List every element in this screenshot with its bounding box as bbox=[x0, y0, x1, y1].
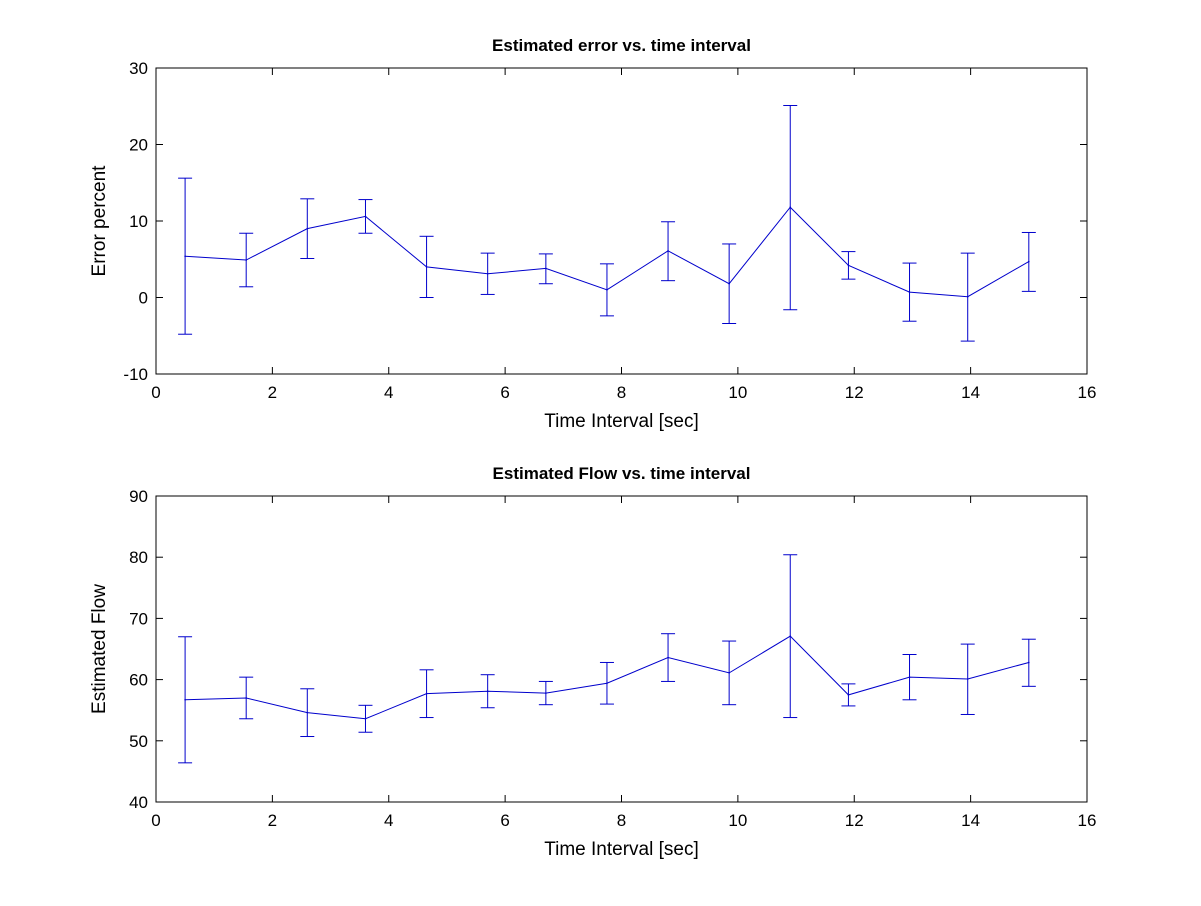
chart-2-title: Estimated Flow vs. time interval bbox=[493, 464, 751, 483]
chart-1-x-axis-label: Time Interval [sec] bbox=[544, 411, 699, 432]
chart-1-data-point bbox=[1028, 260, 1030, 263]
chart-2-x-tick-label: 14 bbox=[961, 811, 980, 830]
chart-2-series bbox=[178, 554, 1036, 764]
chart-1-data-point bbox=[667, 250, 669, 252]
chart-1-x-tick-label: 14 bbox=[961, 383, 980, 402]
chart-1-x-tick-label: 2 bbox=[268, 383, 277, 402]
chart-1-x-tick-label: 16 bbox=[1078, 383, 1097, 402]
chart-2-data-point bbox=[667, 656, 669, 659]
chart-2-data-point bbox=[966, 678, 969, 680]
chart-2-data-point bbox=[486, 690, 489, 693]
chart-1-y-tick-label: 20 bbox=[129, 136, 148, 155]
chart-1-x-tick-label: 10 bbox=[728, 383, 747, 402]
chart-1-data-point bbox=[364, 215, 367, 218]
chart-1-x-tick-label: 0 bbox=[151, 383, 160, 402]
chart-1-data-point bbox=[789, 206, 792, 209]
chart-2-data-point bbox=[789, 635, 792, 637]
chart-1-data-point bbox=[545, 267, 547, 270]
chart-2-x-tick-label: 0 bbox=[151, 811, 160, 830]
chart-1-data-point bbox=[486, 272, 489, 275]
chart-1-data-point bbox=[306, 227, 309, 230]
chart-1-data-point bbox=[606, 289, 608, 291]
chart-2-y-tick-label: 40 bbox=[129, 793, 148, 812]
chart-1-axes-box bbox=[155, 67, 1088, 375]
chart-2-data-point bbox=[606, 682, 608, 685]
chart-1-data-point bbox=[847, 264, 850, 267]
chart-1-data-point bbox=[966, 295, 969, 298]
chart-2-x-tick-label: 10 bbox=[728, 811, 747, 830]
chart-2-data-point bbox=[184, 698, 186, 701]
chart-2-axes-box bbox=[155, 495, 1088, 803]
chart-2-y-tick-label: 50 bbox=[129, 732, 148, 751]
chart-2-y-tick-label: 70 bbox=[129, 609, 148, 628]
chart-1-y-axis-label: Error percent bbox=[89, 165, 110, 277]
chart-2-data-point bbox=[1028, 661, 1030, 664]
chart-2-y-tick-label: 90 bbox=[129, 487, 148, 506]
chart-1-data-point bbox=[425, 266, 428, 268]
chart-2-data-point bbox=[847, 694, 850, 696]
chart-2-data-point bbox=[425, 692, 428, 695]
chart-2-x-tick-label: 4 bbox=[384, 811, 393, 830]
chart-2-x-tick-label: 8 bbox=[617, 811, 626, 830]
chart-2-y-tick-label: 60 bbox=[129, 671, 148, 690]
chart-2-data-point bbox=[245, 697, 247, 699]
chart-1-x-tick-label: 8 bbox=[617, 383, 626, 402]
chart-1-y-tick-label: 0 bbox=[139, 289, 148, 308]
chart-1-data-point bbox=[245, 259, 247, 261]
chart-1-x-tick-label: 6 bbox=[500, 383, 509, 402]
chart-2-data-point bbox=[545, 692, 547, 694]
chart-2-x-tick-label: 6 bbox=[500, 811, 509, 830]
chart-1-data-point bbox=[184, 255, 186, 257]
chart-2-x-tick-label: 2 bbox=[268, 811, 277, 830]
chart-2-x-tick-label: 16 bbox=[1078, 811, 1097, 830]
chart-1-series bbox=[178, 104, 1036, 342]
chart-2: 0 2 4 6 8 10 12 14 16 40 50 60 70 80 90 Estimated Flow … bbox=[89, 464, 1096, 860]
chart-1-data-point bbox=[728, 282, 730, 285]
chart-2-y-tick-label: 80 bbox=[129, 548, 148, 567]
chart-1-x-tick-label: 4 bbox=[384, 383, 393, 402]
chart-2-x-axis-label: Time Interval [sec] bbox=[544, 839, 699, 860]
chart-1-data-point bbox=[908, 291, 911, 293]
chart-1-y-tick-label: 10 bbox=[129, 212, 148, 231]
chart-2-x-tick-label: 12 bbox=[845, 811, 864, 830]
chart-1-x-tick-label: 12 bbox=[845, 383, 864, 402]
chart-2-data-point bbox=[364, 717, 367, 720]
chart-1-y-tick-label: -10 bbox=[123, 365, 148, 384]
chart-1-y-tick-label: 30 bbox=[129, 59, 148, 78]
chart-2-data-point bbox=[908, 676, 911, 678]
chart-2-y-axis-label: Estimated Flow bbox=[89, 584, 110, 714]
chart-2-data-point bbox=[728, 672, 730, 674]
chart-1-title: Estimated error vs. time interval bbox=[492, 36, 751, 55]
chart-2-data-point bbox=[306, 711, 309, 714]
